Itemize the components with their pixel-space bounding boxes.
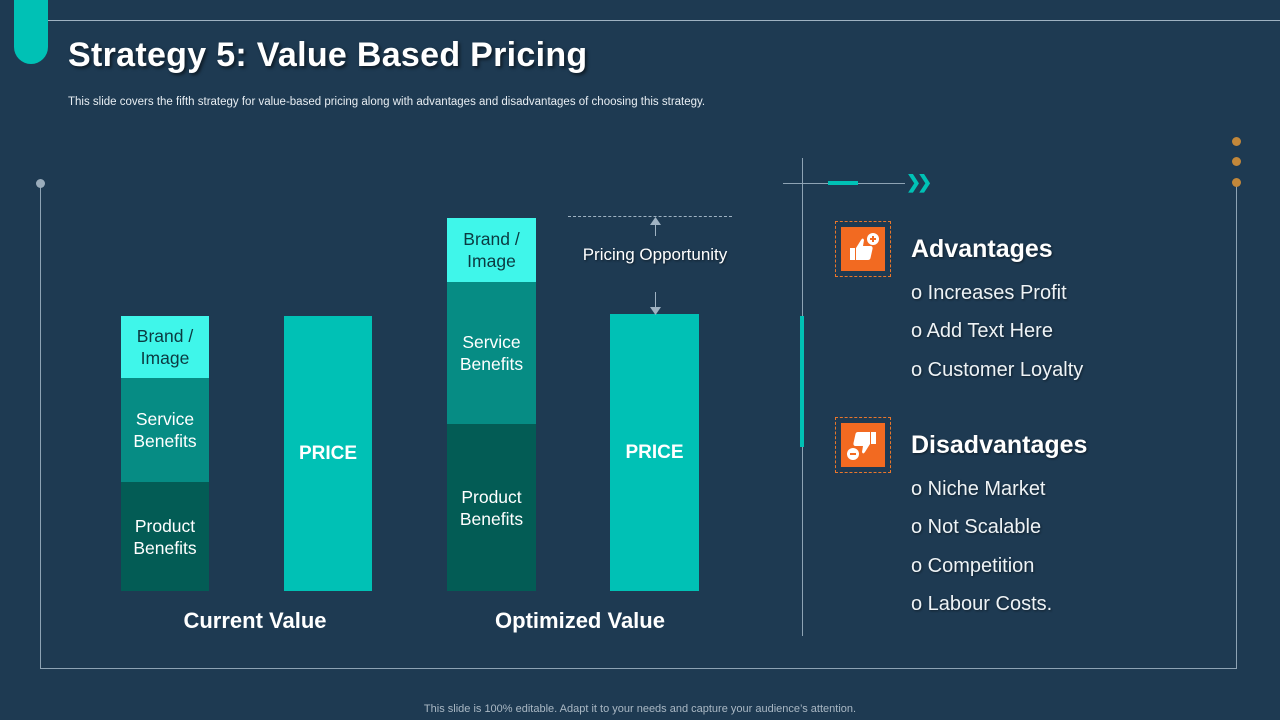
advantage-item: o Add Text Here — [911, 320, 1053, 342]
advantage-item: o Increases Profit — [911, 282, 1067, 304]
optimized-value-caption: Optimized Value — [495, 608, 665, 633]
disadvantages-icon-frame — [835, 417, 891, 473]
divider-accent — [800, 316, 804, 447]
slide-subtitle: This slide covers the fifth strategy for… — [68, 96, 706, 108]
current-value-caption: Current Value — [183, 608, 327, 633]
orange-dot — [1232, 178, 1241, 187]
top-rule — [48, 20, 1280, 21]
frame-bottom — [40, 668, 1237, 669]
advantage-item: o Customer Loyalty — [911, 359, 1084, 381]
optimized-product-segment: Product Benefits — [447, 424, 536, 591]
frame-right — [1236, 184, 1237, 669]
disadvantages-heading: Disadvantages — [911, 431, 1088, 459]
thumbs-down-minus-icon — [841, 423, 885, 467]
disadvantage-item: o Competition — [911, 555, 1035, 577]
frame-left — [40, 184, 41, 669]
advantages-icon-frame — [835, 221, 891, 277]
slide-title: Strategy 5: Value Based Pricing — [68, 36, 588, 74]
footer-note: This slide is 100% editable. Adapt it to… — [423, 703, 857, 715]
disadvantage-item: o Not Scalable — [911, 516, 1042, 538]
disadvantage-item: o Labour Costs. — [911, 593, 1053, 615]
corner-tab — [14, 0, 48, 64]
double-chevron-icon: ❯❯ — [906, 172, 932, 192]
arrow-down-line — [655, 292, 656, 308]
optimized-price-bar: PRICE — [610, 314, 699, 591]
orange-dot — [1232, 157, 1241, 166]
advantages-heading: Advantages — [911, 235, 1053, 263]
current-price-bar: PRICE — [284, 316, 372, 591]
optimized-service-segment: Service Benefits — [447, 282, 536, 424]
orange-dot — [1232, 137, 1241, 146]
current-service-segment: Service Benefits — [121, 378, 209, 482]
disadvantage-item: o Niche Market — [911, 478, 1046, 500]
current-product-segment: Product Benefits — [121, 482, 209, 591]
current-brand-segment: Brand / Image — [121, 316, 209, 378]
connector-accent — [828, 181, 858, 185]
arrow-down-icon — [650, 307, 661, 315]
frame-dot — [36, 179, 45, 188]
arrow-up-line — [655, 222, 656, 236]
thumbs-up-plus-icon — [841, 227, 885, 271]
opportunity-dashed-line — [568, 216, 732, 217]
arrow-up-icon — [650, 217, 661, 225]
optimized-brand-segment: Brand / Image — [447, 218, 536, 282]
pricing-opportunity-label: Pricing Opportunity — [582, 245, 728, 264]
